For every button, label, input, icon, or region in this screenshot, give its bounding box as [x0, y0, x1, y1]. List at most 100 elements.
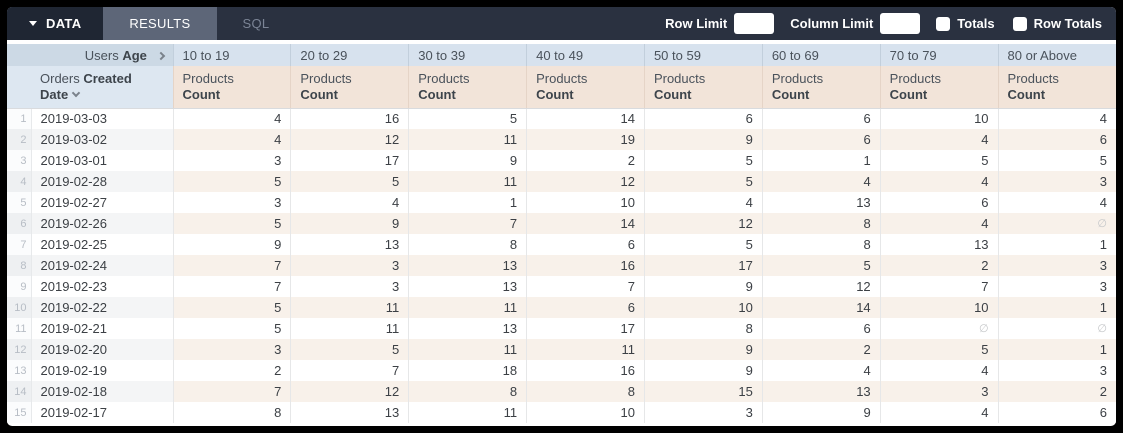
pivot-field-header[interactable]: Users Age	[7, 44, 174, 66]
measure-header[interactable]: Products Count	[761, 66, 881, 109]
value-cell[interactable]: 5	[761, 255, 881, 276]
value-cell[interactable]: 13	[290, 234, 409, 255]
pivot-value-header[interactable]: 80 or Above	[997, 44, 1116, 66]
value-cell[interactable]: 6	[997, 129, 1116, 150]
value-cell[interactable]: 1	[997, 297, 1116, 318]
value-cell[interactable]: 16	[526, 360, 645, 381]
value-cell[interactable]: 9	[761, 402, 881, 423]
value-cell[interactable]: 11	[408, 171, 527, 192]
value-cell[interactable]: ∅	[997, 318, 1116, 339]
value-cell[interactable]: 4	[172, 129, 291, 150]
date-cell[interactable]: 2019-03-01	[31, 150, 174, 171]
value-cell[interactable]: 5	[643, 234, 763, 255]
value-cell[interactable]: 5	[172, 213, 291, 234]
pivot-value-header[interactable]: 50 to 59	[643, 44, 763, 66]
value-cell[interactable]: 3	[997, 171, 1116, 192]
date-cell[interactable]: 2019-02-26	[31, 213, 174, 234]
tab-sql[interactable]: SQL	[217, 7, 296, 40]
value-cell[interactable]: 17	[526, 318, 645, 339]
value-cell[interactable]: 4	[879, 129, 999, 150]
value-cell[interactable]: 2	[172, 360, 291, 381]
value-cell[interactable]: ∅	[997, 213, 1116, 234]
value-cell[interactable]: 5	[172, 297, 291, 318]
value-cell[interactable]: 4	[761, 171, 881, 192]
value-cell[interactable]: 6	[879, 192, 999, 213]
value-cell[interactable]: ∅	[879, 318, 999, 339]
value-cell[interactable]: 5	[290, 171, 409, 192]
value-cell[interactable]: 8	[408, 234, 527, 255]
value-cell[interactable]: 5	[643, 171, 763, 192]
value-cell[interactable]: 7	[172, 381, 291, 402]
value-cell[interactable]: 3	[997, 276, 1116, 297]
pivot-value-header[interactable]: 70 to 79	[879, 44, 999, 66]
pivot-value-header[interactable]: 20 to 29	[290, 44, 409, 66]
value-cell[interactable]: 11	[408, 402, 527, 423]
date-cell[interactable]: 2019-02-18	[31, 381, 174, 402]
value-cell[interactable]: 8	[408, 381, 527, 402]
value-cell[interactable]: 6	[761, 318, 881, 339]
value-cell[interactable]: 16	[290, 108, 409, 129]
value-cell[interactable]: 11	[408, 297, 527, 318]
value-cell[interactable]: 1	[761, 150, 881, 171]
value-cell[interactable]: 2	[997, 381, 1116, 402]
value-cell[interactable]: 9	[643, 339, 763, 360]
value-cell[interactable]: 11	[290, 318, 409, 339]
measure-header[interactable]: Products Count	[997, 66, 1116, 109]
value-cell[interactable]: 5	[408, 108, 527, 129]
value-cell[interactable]: 7	[408, 213, 527, 234]
value-cell[interactable]: 4	[879, 171, 999, 192]
date-cell[interactable]: 2019-02-27	[31, 192, 174, 213]
value-cell[interactable]: 9	[643, 360, 763, 381]
value-cell[interactable]: 11	[408, 339, 527, 360]
value-cell[interactable]: 3	[290, 276, 409, 297]
value-cell[interactable]: 4	[643, 192, 763, 213]
value-cell[interactable]: 9	[643, 129, 763, 150]
date-cell[interactable]: 2019-02-24	[31, 255, 174, 276]
value-cell[interactable]: 8	[172, 402, 291, 423]
measure-header[interactable]: Products Count	[290, 66, 409, 109]
value-cell[interactable]: 12	[643, 213, 763, 234]
value-cell[interactable]: 14	[526, 213, 645, 234]
value-cell[interactable]: 2	[761, 339, 881, 360]
measure-header[interactable]: Products Count	[526, 66, 645, 109]
value-cell[interactable]: 13	[761, 381, 881, 402]
value-cell[interactable]: 5	[290, 339, 409, 360]
measure-header[interactable]: Products Count	[879, 66, 999, 109]
column-limit-input[interactable]	[880, 13, 921, 34]
value-cell[interactable]: 9	[408, 150, 527, 171]
pivot-value-header[interactable]: 40 to 49	[526, 44, 645, 66]
value-cell[interactable]: 4	[879, 213, 999, 234]
measure-header[interactable]: Products Count	[643, 66, 763, 109]
value-cell[interactable]: 8	[761, 234, 881, 255]
value-cell[interactable]: 5	[172, 171, 291, 192]
value-cell[interactable]: 8	[643, 318, 763, 339]
pivot-value-header[interactable]: 10 to 19	[172, 44, 291, 66]
value-cell[interactable]: 16	[526, 255, 645, 276]
date-cell[interactable]: 2019-03-02	[31, 129, 174, 150]
value-cell[interactable]: 17	[643, 255, 763, 276]
value-cell[interactable]: 3	[879, 381, 999, 402]
value-cell[interactable]: 5	[997, 150, 1116, 171]
value-cell[interactable]: 6	[643, 108, 763, 129]
value-cell[interactable]: 3	[997, 255, 1116, 276]
pivot-value-header[interactable]: 30 to 39	[408, 44, 527, 66]
value-cell[interactable]: 13	[290, 402, 409, 423]
value-cell[interactable]: 11	[290, 297, 409, 318]
value-cell[interactable]: 4	[997, 108, 1116, 129]
value-cell[interactable]: 18	[408, 360, 527, 381]
value-cell[interactable]: 2	[879, 255, 999, 276]
value-cell[interactable]: 4	[290, 192, 409, 213]
value-cell[interactable]: 6	[761, 129, 881, 150]
value-cell[interactable]: 3	[997, 360, 1116, 381]
value-cell[interactable]: 19	[526, 129, 645, 150]
tab-data[interactable]: DATA	[7, 7, 104, 40]
value-cell[interactable]: 9	[643, 276, 763, 297]
value-cell[interactable]: 7	[172, 276, 291, 297]
date-cell[interactable]: 2019-02-28	[31, 171, 174, 192]
measure-header[interactable]: Products Count	[408, 66, 527, 109]
row-totals-checkbox[interactable]	[1012, 16, 1027, 31]
value-cell[interactable]: 9	[172, 234, 291, 255]
value-cell[interactable]: 12	[290, 381, 409, 402]
value-cell[interactable]: 1	[997, 339, 1116, 360]
value-cell[interactable]: 2	[526, 150, 645, 171]
